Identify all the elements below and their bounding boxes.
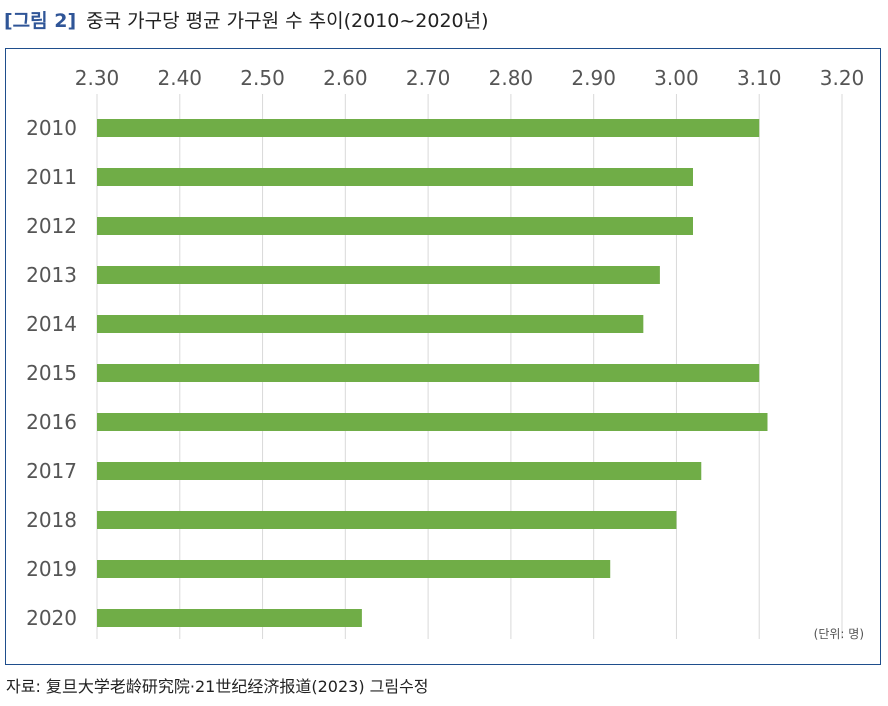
figure-title-text: 중국 가구당 평균 가구원 수 추이(2010~2020년): [86, 10, 489, 32]
bar-2015: [97, 364, 760, 382]
bar-2011: [97, 168, 693, 186]
y-tick-label: 2010: [26, 116, 77, 140]
x-tick-label: 2.60: [323, 66, 368, 90]
unit-label: (단위: 명): [814, 627, 864, 641]
x-tick-label: 3.20: [820, 66, 865, 90]
x-tick-label: 3.00: [654, 66, 699, 90]
y-tick-label: 2017: [26, 459, 77, 483]
y-axis-ticks: 2010 2011 2012 2013 2014 2015 2016 2017 2018 2019…: [26, 116, 77, 630]
bar-2019: [97, 560, 611, 578]
bars: [97, 119, 768, 627]
chart-container: 2.30 2.40 2.50 2.60 2.70 2.80 2.90 3.00 3.10 3.20…: [5, 48, 881, 665]
bar-2012: [97, 217, 693, 235]
source-note: 자료: 复旦大学老龄研究院·21世纪经济报道(2023) 그림수정: [6, 677, 429, 696]
y-tick-label: 2018: [26, 508, 77, 532]
figure-label: [그림 2]: [4, 10, 77, 32]
x-tick-label: 2.70: [406, 66, 451, 90]
y-tick-label: 2015: [26, 361, 77, 385]
bar-2017: [97, 462, 702, 480]
bar-chart: 2.30 2.40 2.50 2.60 2.70 2.80 2.90 3.00 3.10 3.20…: [26, 66, 865, 641]
y-tick-label: 2020: [26, 606, 77, 630]
x-tick-label: 2.80: [489, 66, 534, 90]
bar-2013: [97, 266, 660, 284]
x-tick-label: 2.40: [158, 66, 203, 90]
x-tick-label: 3.10: [737, 66, 782, 90]
x-tick-label: 2.90: [571, 66, 616, 90]
x-tick-label: 2.30: [75, 66, 120, 90]
bar-2010: [97, 119, 760, 137]
y-tick-label: 2019: [26, 557, 77, 581]
bar-2014: [97, 315, 644, 333]
y-tick-label: 2013: [26, 263, 77, 287]
y-tick-label: 2014: [26, 312, 77, 336]
figure-title: [그림 2] 중국 가구당 평균 가구원 수 추이(2010~2020년): [4, 6, 489, 36]
x-axis-ticks: 2.30 2.40 2.50 2.60 2.70 2.80 2.90 3.00 3.10 3.20: [75, 66, 865, 90]
bar-2020: [97, 609, 362, 627]
bar-2016: [97, 413, 768, 431]
x-tick-label: 2.50: [240, 66, 285, 90]
y-tick-label: 2011: [26, 165, 77, 189]
y-tick-label: 2016: [26, 410, 77, 434]
bar-2018: [97, 511, 677, 529]
y-tick-label: 2012: [26, 214, 77, 238]
